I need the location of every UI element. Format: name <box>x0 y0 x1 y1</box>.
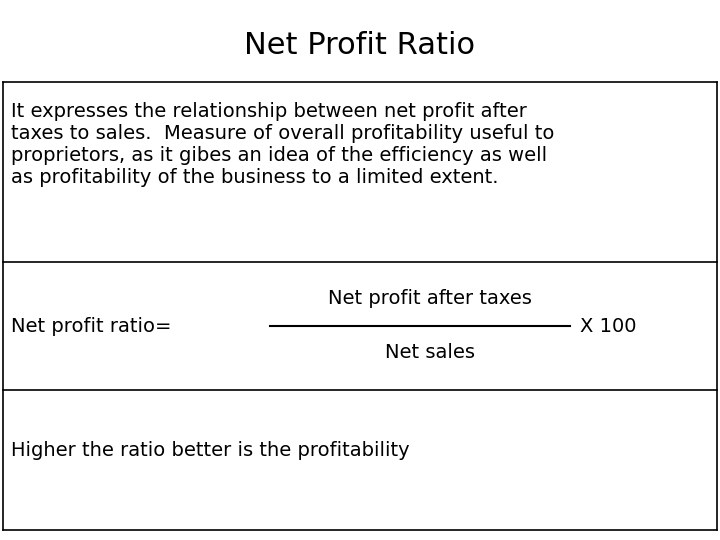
Text: taxes to sales.  Measure of overall profitability useful to: taxes to sales. Measure of overall profi… <box>11 124 554 143</box>
Text: as profitability of the business to a limited extent.: as profitability of the business to a li… <box>11 168 498 187</box>
Text: Net profit after taxes: Net profit after taxes <box>328 288 532 307</box>
Text: Net Profit Ratio: Net Profit Ratio <box>245 30 475 59</box>
Text: Net sales: Net sales <box>385 342 475 361</box>
Text: Net profit ratio=: Net profit ratio= <box>11 316 171 335</box>
Text: X 100: X 100 <box>580 316 636 335</box>
Text: proprietors, as it gibes an idea of the efficiency as well: proprietors, as it gibes an idea of the … <box>11 146 547 165</box>
Text: It expresses the relationship between net profit after: It expresses the relationship between ne… <box>11 102 527 121</box>
Text: Higher the ratio better is the profitability: Higher the ratio better is the profitabi… <box>11 441 410 460</box>
